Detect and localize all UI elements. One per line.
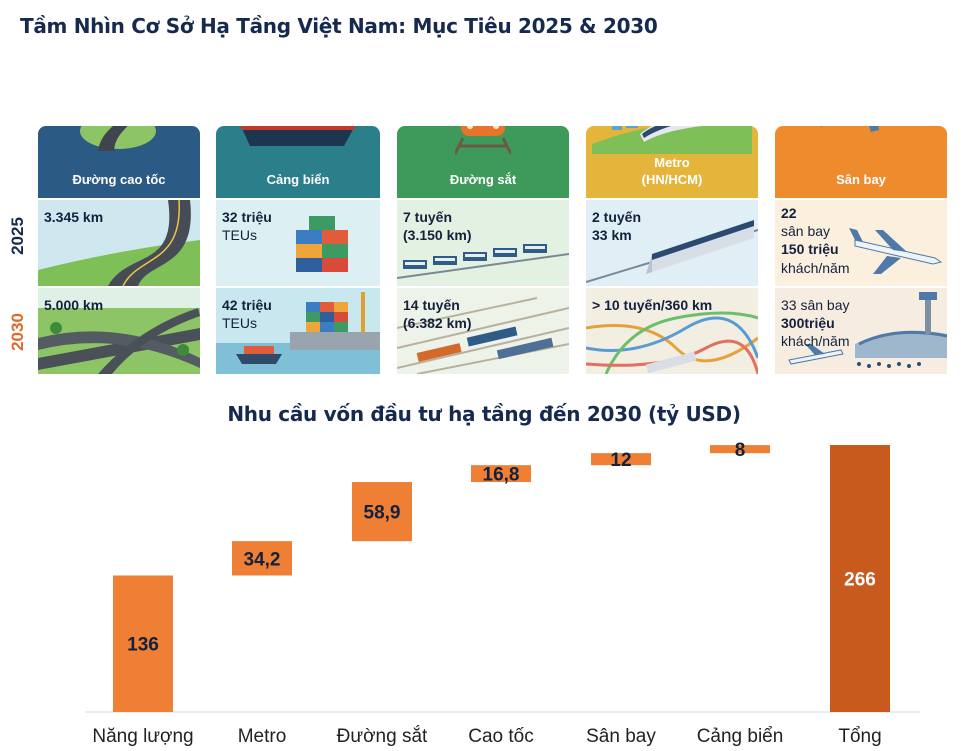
card-title: Sân bay [836, 172, 886, 188]
card-title: Metro (HN/HCM) [641, 155, 703, 188]
x-tick-label: Cảng biển [697, 726, 784, 747]
bar-Cảng biển [710, 445, 770, 454]
bar-Năng lượng [113, 575, 173, 712]
interchange-scene [38, 308, 200, 374]
cell-2030: 33 sân bay 300triệu khách/năm [775, 288, 947, 374]
data-label: 266 [844, 570, 876, 591]
cell-2025: 3.345 km [38, 200, 200, 286]
bar-Đường sắt [352, 482, 412, 542]
port-scene [216, 292, 380, 374]
cell-2025: 7 tuyến (3.150 km) [397, 200, 569, 286]
value-2025: 22 sân bay 150 triệu khách/năm [781, 205, 850, 276]
card-title: Đường sắt [449, 172, 517, 188]
bar-Sân bay [591, 453, 651, 466]
cell-2025: 22 sân bay 150 triệu khách/năm [775, 200, 947, 286]
containers-scene [296, 216, 348, 272]
data-label: 16,8 [483, 465, 520, 486]
data-label: 136 [127, 635, 159, 656]
value-2030: 14 tuyến (6.382 km) [403, 297, 472, 332]
metro-train-scene [586, 220, 758, 283]
cell-2030: 14 tuyến (6.382 km) [397, 288, 569, 374]
x-tick-label: Đường sắt [337, 725, 428, 747]
data-label: 12 [610, 450, 631, 471]
value-2030: 5.000 km [44, 297, 104, 313]
rail-network-scene [397, 297, 569, 374]
cell-2030: > 10 tuyến/360 km [586, 288, 758, 374]
card-header: Đường sắt [397, 126, 569, 198]
x-tick-label: Metro [238, 726, 287, 747]
year-label-2030: 2030 [8, 313, 27, 351]
metro-network-scene [586, 311, 758, 374]
data-label: 34,2 [244, 549, 281, 570]
bar-Tổng [830, 445, 890, 712]
highway-icon [80, 126, 156, 151]
x-tick-label: Tổng [838, 726, 881, 747]
card-expressway: Đường cao tốc 3.345 km 5.000 km [38, 126, 200, 390]
cell-2030: 42 triệu TEUs [216, 288, 380, 374]
page-title: Tầm Nhìn Cơ Sở Hạ Tầng Việt Nam: Mục Tiê… [20, 14, 658, 38]
value-2030: 42 triệu TEUs [222, 297, 272, 332]
data-label: 58,9 [364, 503, 401, 524]
year-label-2025: 2025 [8, 217, 27, 255]
card-header: Sân bay [775, 126, 947, 198]
cell-2025: 2 tuyến 33 km [586, 200, 758, 286]
cargo-ship-icon [240, 126, 356, 146]
value-2025: 32 triệu TEUs [222, 209, 272, 244]
data-label: 8 [735, 440, 746, 461]
card-title: Đường cao tốc [72, 172, 166, 188]
value-2030: 33 sân bay 300triệu khách/năm [781, 297, 850, 350]
city-metro-icon [592, 126, 752, 154]
cell-2030: 5.000 km [38, 288, 200, 374]
bar-Cao tốc [471, 465, 531, 483]
value-2025: 3.345 km [44, 209, 104, 225]
trains-scene [397, 244, 569, 279]
card-airport: Sân bay 22 sân bay 150 triệu khách/năm 33 s… [775, 126, 947, 390]
waterfall-chart: 136 Năng lượng 34,2 Metro 58,9 Đường sắt 16,8 C… [85, 440, 920, 747]
train-icon [455, 126, 511, 155]
road-scene [38, 200, 200, 286]
card-title: Cảng biển [266, 172, 330, 188]
value-2025: 7 tuyến (3.150 km) [403, 209, 472, 244]
x-tick-label: Cao tốc [468, 726, 533, 747]
x-tick-label: Năng lượng [92, 726, 193, 747]
card-seaport: Cảng biển 32 triệu TEUs 42 triệu TEUs [216, 126, 380, 390]
value-2025: 2 tuyến 33 km [592, 209, 642, 244]
bar-Metro [232, 541, 292, 576]
airplane-icon [820, 126, 879, 132]
card-metro: Metro (HN/HCM) 2 tuyến 33 km > 10 tuyến/36… [586, 126, 758, 390]
x-tick-label: Sân bay [586, 726, 656, 747]
airplane-scene [849, 228, 943, 274]
terminal-scene [788, 292, 947, 368]
chart-title: Nhu cầu vốn đầu tư hạ tầng đến 2030 (tỷ … [227, 402, 741, 426]
card-header: Cảng biển [216, 126, 380, 198]
card-railway: Đường sắt 7 tuyến (3.150 km) 14 tuyến (6.3… [397, 126, 569, 390]
cell-2025: 32 triệu TEUs [216, 200, 380, 286]
value-2030: > 10 tuyến/360 km [592, 297, 713, 313]
